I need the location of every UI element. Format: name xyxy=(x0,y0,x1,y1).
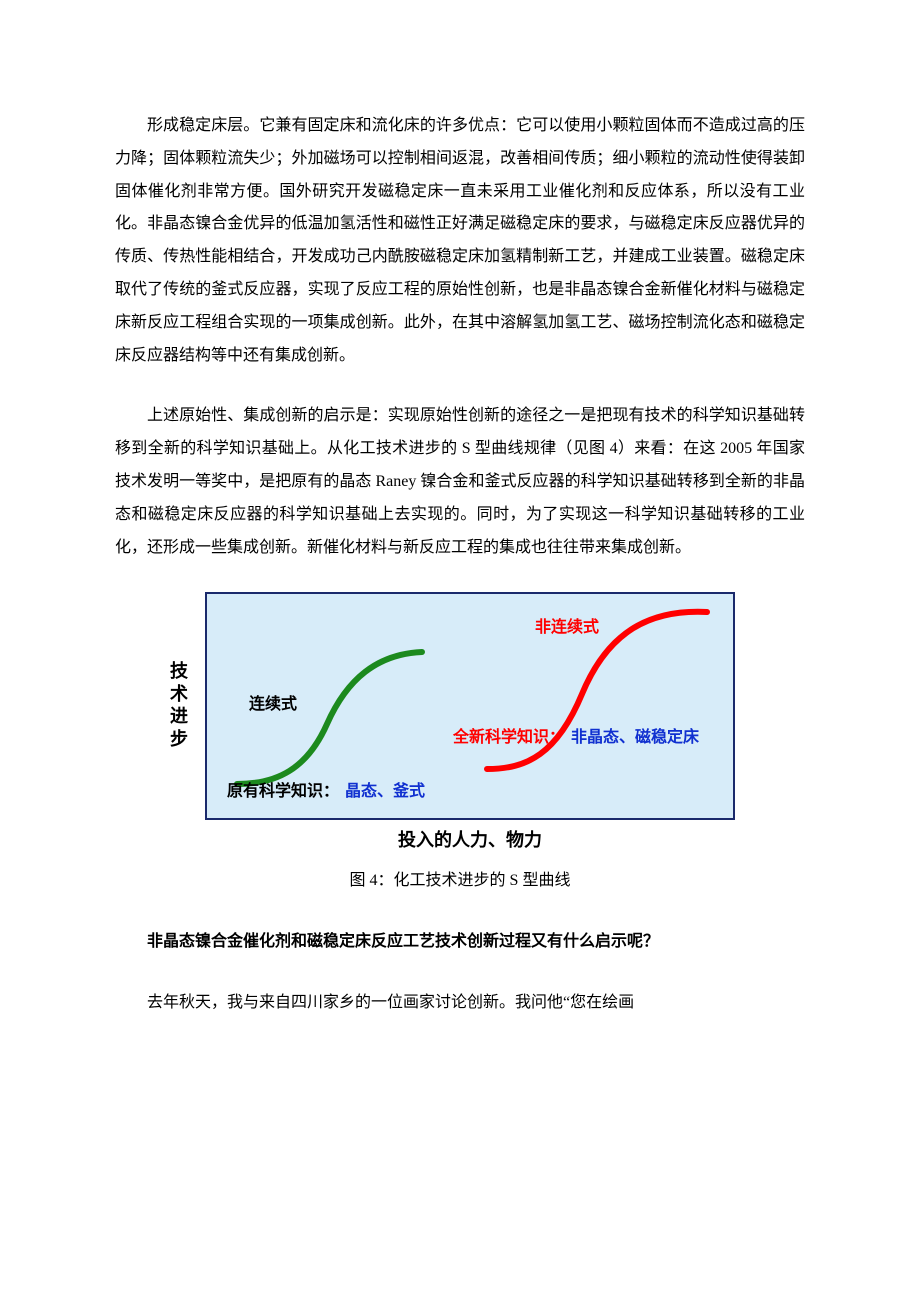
body-paragraph-1: 形成稳定床层。它兼有固定床和流化床的许多优点：它可以使用小颗粒固体而不造成过高的… xyxy=(115,110,805,372)
chart-box: 连续式 非连续式 原有科学知识： 晶态、釜式 全新科学知识： 非晶态、磁稳定床 xyxy=(205,592,735,820)
figure-4: 技术进步 连续式 非连续式 原有科学知识： 晶态、釜式 全新科学知识： 非晶态、… xyxy=(115,592,805,898)
label-original-knowledge-a: 原有科学知识： xyxy=(227,781,339,800)
figure-caption: 图 4：化工技术进步的 S 型曲线 xyxy=(115,865,805,898)
chart-svg: 连续式 非连续式 原有科学知识： 晶态、釜式 全新科学知识： 非晶态、磁稳定床 xyxy=(207,594,733,818)
s-curve-chart: 技术进步 连续式 非连续式 原有科学知识： 晶态、釜式 全新科学知识： 非晶态、… xyxy=(205,592,755,847)
body-paragraph-3: 去年秋天，我与来自四川家乡的一位画家讨论创新。我问他“您在绘画 xyxy=(115,987,805,1020)
label-discontinuous: 非连续式 xyxy=(535,617,599,636)
body-paragraph-2: 上述原始性、集成创新的启示是：实现原始性创新的途径之一是把现有技术的科学知识基础… xyxy=(115,400,805,564)
label-original-knowledge-b: 晶态、釜式 xyxy=(345,781,425,800)
section-heading: 非晶态镍合金催化剂和磁稳定床反应工艺技术创新过程又有什么启示呢？ xyxy=(115,926,805,959)
x-axis-label: 投入的人力、物力 xyxy=(205,822,735,859)
label-new-knowledge-a: 全新科学知识： xyxy=(452,727,565,746)
label-new-knowledge-b: 非晶态、磁稳定床 xyxy=(571,727,700,746)
label-continuous: 连续式 xyxy=(249,694,297,713)
y-axis-label: 技术进步 xyxy=(170,660,188,750)
